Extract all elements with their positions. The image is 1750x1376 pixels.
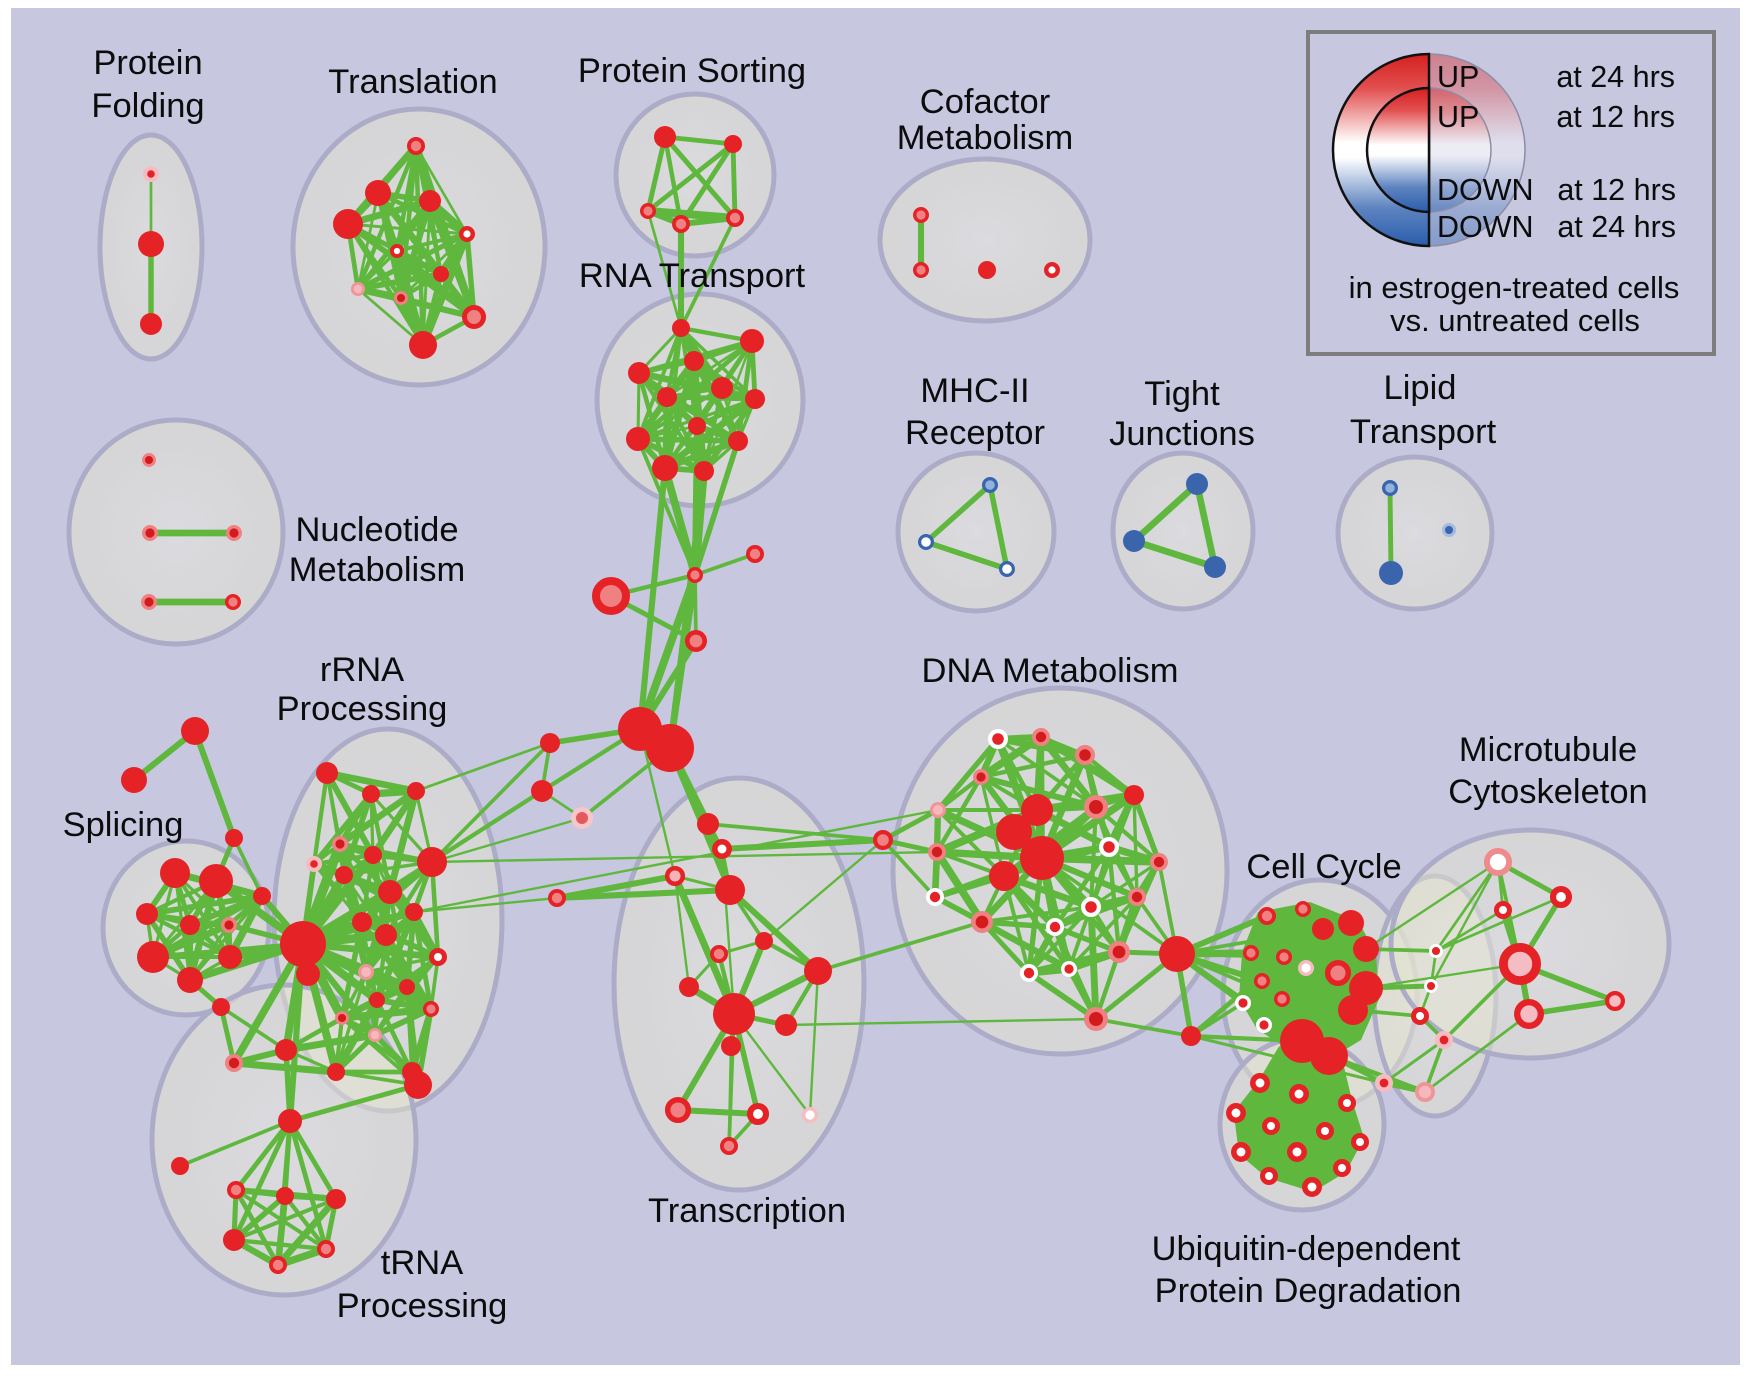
svg-text:Cytoskeleton: Cytoskeleton bbox=[1448, 773, 1647, 811]
svg-text:Protein Sorting: Protein Sorting bbox=[578, 52, 806, 90]
svg-text:at 24 hrs: at 24 hrs bbox=[1556, 60, 1675, 94]
svg-text:vs. untreated cells: vs. untreated cells bbox=[1390, 303, 1640, 338]
svg-text:DOWN: DOWN bbox=[1437, 210, 1534, 244]
svg-text:tRNA: tRNA bbox=[381, 1244, 463, 1282]
svg-text:MHC-II: MHC-II bbox=[920, 372, 1029, 410]
svg-text:Processing: Processing bbox=[337, 1287, 508, 1325]
svg-text:DNA Metabolism: DNA Metabolism bbox=[922, 652, 1179, 690]
svg-text:Junctions: Junctions bbox=[1109, 415, 1255, 453]
svg-text:Translation: Translation bbox=[328, 63, 497, 101]
svg-text:Splicing: Splicing bbox=[63, 806, 184, 844]
svg-text:at 12 hrs: at 12 hrs bbox=[1556, 100, 1675, 134]
svg-text:UP: UP bbox=[1437, 100, 1479, 134]
svg-text:at 24 hrs: at 24 hrs bbox=[1557, 210, 1676, 244]
svg-text:RNA Transport: RNA Transport bbox=[579, 257, 806, 295]
svg-text:Tight: Tight bbox=[1144, 375, 1220, 413]
svg-text:Receptor: Receptor bbox=[905, 414, 1045, 452]
svg-text:Metabolism: Metabolism bbox=[289, 551, 465, 589]
svg-text:Processing: Processing bbox=[277, 690, 448, 728]
svg-text:in estrogen-treated cells: in estrogen-treated cells bbox=[1349, 270, 1680, 305]
svg-text:Microtubule: Microtubule bbox=[1459, 731, 1637, 769]
svg-text:Folding: Folding bbox=[91, 87, 204, 125]
svg-text:Transcription: Transcription bbox=[648, 1192, 846, 1230]
svg-text:DOWN: DOWN bbox=[1437, 173, 1534, 207]
svg-text:UP: UP bbox=[1437, 60, 1479, 94]
svg-text:rRNA: rRNA bbox=[320, 651, 404, 689]
svg-text:Ubiquitin-dependent: Ubiquitin-dependent bbox=[1152, 1230, 1461, 1268]
svg-text:Protein Degradation: Protein Degradation bbox=[1155, 1272, 1462, 1310]
svg-text:Cell Cycle: Cell Cycle bbox=[1246, 848, 1401, 886]
svg-text:Protein: Protein bbox=[93, 44, 202, 82]
svg-text:Lipid: Lipid bbox=[1384, 369, 1457, 407]
svg-text:Transport: Transport bbox=[1350, 413, 1497, 451]
svg-text:Nucleotide: Nucleotide bbox=[295, 511, 458, 549]
svg-text:Metabolism: Metabolism bbox=[897, 119, 1073, 157]
svg-text:Cofactor: Cofactor bbox=[920, 83, 1050, 121]
svg-text:at 12 hrs: at 12 hrs bbox=[1557, 173, 1676, 207]
